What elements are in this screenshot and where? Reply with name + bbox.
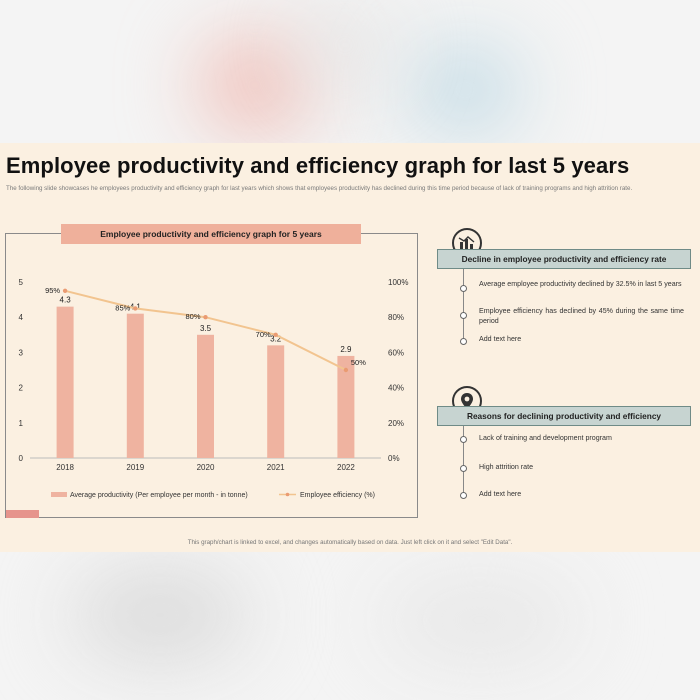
- legend-marker: [285, 492, 290, 497]
- section-1-item: Average employee productivity declined b…: [479, 280, 682, 288]
- bar-data-label: 3.2: [270, 334, 282, 343]
- efficiency-point: [133, 306, 138, 311]
- line-data-label: 70%: [256, 330, 271, 339]
- section-2-item: High attrition rate: [479, 463, 534, 471]
- timeline-dot: [460, 285, 467, 292]
- x-axis-tick-label: 2019: [126, 463, 144, 472]
- footer-note: This graph/chart is linked to excel, and…: [187, 539, 513, 546]
- x-axis-tick-label: 2018: [56, 463, 74, 472]
- legend-label: Average productivity (Per employee per m…: [70, 492, 248, 499]
- blur-blob: [70, 570, 250, 660]
- blur-blob: [380, 580, 580, 660]
- line-data-label: 85%: [115, 303, 130, 312]
- right-panel: Decline in employee productivity and eff…: [437, 225, 691, 525]
- right-axis-tick-label: 60%: [388, 348, 404, 357]
- right-axis-tick-label: 20%: [388, 419, 404, 428]
- section-2-heading: Reasons for declining productivity and e…: [437, 406, 691, 426]
- slide: Employee productivity and efficiency gra…: [0, 143, 700, 552]
- bar: [197, 334, 214, 458]
- efficiency-point: [203, 315, 208, 320]
- timeline-dot: [460, 465, 467, 472]
- section-1-heading: Decline in employee productivity and eff…: [437, 249, 691, 269]
- chart-title: Employee productivity and efficiency gra…: [61, 224, 361, 244]
- section-2-item: Lack of training and development program: [479, 434, 612, 442]
- legend-swatch-bars: [51, 492, 67, 497]
- bar-data-label: 2.9: [340, 345, 352, 354]
- line-data-label: 80%: [185, 312, 200, 321]
- left-axis-tick-label: 0: [19, 454, 24, 463]
- left-axis-tick-label: 2: [19, 384, 24, 393]
- bar-data-label: 3.5: [200, 324, 212, 333]
- bar: [267, 345, 285, 458]
- bar-data-label: 4.3: [60, 296, 72, 305]
- bar: [337, 355, 355, 458]
- legend-label: Employee efficiency (%): [300, 492, 375, 499]
- timeline-dot: [460, 492, 467, 499]
- right-axis-tick-label: 100%: [388, 278, 408, 287]
- line-data-label: 50%: [351, 358, 366, 367]
- page-title: Employee productivity and efficiency gra…: [6, 153, 630, 178]
- left-axis-tick-label: 1: [19, 419, 24, 428]
- timeline-dot: [460, 338, 467, 345]
- section-1-item: Employee efficiency has declined by 45% …: [479, 307, 684, 325]
- right-axis-tick-label: 40%: [388, 384, 404, 393]
- blur-blob: [410, 50, 520, 130]
- line-data-label: 95%: [45, 286, 60, 295]
- x-axis-tick-label: 2020: [197, 463, 215, 472]
- chart-container[interactable]: Employee productivity and efficiency gra…: [5, 224, 418, 518]
- bar: [126, 313, 144, 458]
- timeline-line: [463, 426, 464, 496]
- x-axis-tick-label: 2022: [337, 463, 355, 472]
- right-axis-tick-label: 0%: [388, 454, 400, 463]
- timeline-dot: [460, 312, 467, 319]
- bar: [56, 306, 74, 458]
- left-axis-tick-label: 5: [19, 278, 24, 287]
- left-axis-tick-label: 4: [19, 313, 24, 322]
- decorative-tab: [6, 510, 39, 518]
- timeline-line: [463, 269, 464, 339]
- efficiency-point: [273, 332, 278, 337]
- location-pin-icon: [461, 393, 473, 409]
- chart-decline-icon: [458, 236, 475, 250]
- timeline-dot: [460, 436, 467, 443]
- left-axis-tick-label: 3: [19, 348, 24, 357]
- x-axis-tick-label: 2021: [267, 463, 285, 472]
- blur-blob: [300, 10, 390, 80]
- section-1-item: Add text here: [479, 335, 522, 343]
- blur-blob: [200, 40, 310, 130]
- right-axis-tick-label: 80%: [388, 313, 404, 322]
- efficiency-point: [343, 367, 349, 373]
- page-subtitle: The following slide showcases he employe…: [6, 185, 633, 192]
- efficiency-point: [62, 288, 68, 293]
- section-2-item: Add text here: [479, 490, 522, 498]
